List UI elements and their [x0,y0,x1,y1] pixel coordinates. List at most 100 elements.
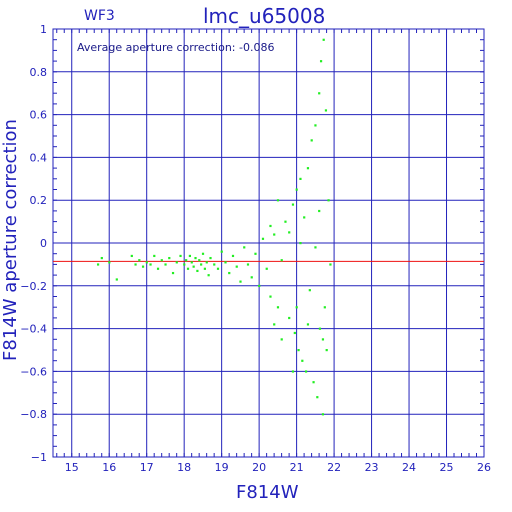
x-tick-label-4: 19 [215,461,229,474]
data-point-36 [224,261,227,264]
data-point-18 [183,263,186,266]
data-point-27 [200,263,203,266]
y-tick-label-6: 0.2 [30,194,48,207]
x-tick-label-8: 23 [365,461,379,474]
data-point-79 [280,338,283,341]
data-point-77 [329,263,332,266]
data-point-60 [303,216,306,219]
data-point-17 [179,254,182,258]
data-point-28 [201,252,205,255]
data-point-15 [171,271,175,275]
data-point-63 [308,289,311,292]
data-point-10 [153,254,156,258]
data-point-38 [231,254,235,258]
data-point-76 [327,199,330,202]
data-point-89 [273,323,276,326]
data-point-5 [134,263,137,266]
data-point-83 [299,242,302,245]
data-point-53 [288,316,291,320]
y-tick-label-7: 0.4 [30,151,48,164]
y-tick-label-5: 0 [40,237,47,250]
x-tick-label-10: 25 [440,461,454,474]
data-point-50 [276,306,280,309]
data-point-3 [115,278,118,281]
data-point-34 [216,267,220,270]
data-point-54 [291,203,295,206]
y-tick-label-9: 0.8 [30,66,48,79]
data-point-56 [295,188,298,191]
data-point-14 [168,256,171,260]
data-point-87 [321,338,325,341]
y-tick-label-2: −0.6 [20,365,47,378]
data-point-20 [186,267,190,270]
data-point-8 [145,261,148,264]
data-point-66 [314,124,317,127]
data-point-44 [254,252,257,255]
data-point-51 [280,259,283,262]
x-tick-label-6: 21 [290,461,304,474]
data-point-68 [318,92,321,95]
data-point-75 [325,349,328,352]
data-point-32 [209,256,212,260]
data-point-12 [160,259,163,262]
data-point-45 [258,284,261,287]
x-tick-label-5: 20 [252,461,266,474]
y-tick-label-0: −1 [31,451,47,464]
data-point-57 [297,349,300,352]
data-point-13 [164,263,167,266]
data-point-74 [324,109,328,112]
x-axis-label: F814W [236,482,299,503]
data-point-11 [156,267,160,270]
data-point-64 [310,139,313,142]
y-tick-label-1: −0.8 [20,408,47,421]
data-point-58 [299,177,302,180]
data-point-52 [284,220,287,223]
data-point-7 [141,265,145,268]
data-point-21 [188,254,191,258]
data-point-49 [273,233,276,236]
data-point-40 [239,280,242,283]
data-point-80 [288,231,291,234]
data-point-29 [203,267,206,270]
x-tick-label-7: 22 [327,461,341,474]
data-point-62 [306,167,310,170]
data-point-2 [108,261,111,264]
x-tick-label-2: 17 [140,461,154,474]
y-tick-label-4: −0.2 [20,280,47,293]
data-point-61 [304,370,308,373]
data-point-26 [198,259,201,262]
data-point-37 [228,271,231,275]
data-point-16 [175,261,178,264]
data-point-42 [246,263,250,266]
data-point-73 [323,306,326,309]
data-point-9 [149,263,152,266]
y-tick-label-3: −0.4 [20,323,47,336]
data-point-33 [213,263,216,266]
panel-label: WF3 [84,8,115,24]
data-point-88 [269,224,272,228]
data-point-39 [235,265,238,268]
data-point-85 [314,246,317,249]
data-point-55 [293,331,296,335]
x-tick-label-11: 26 [477,461,491,474]
data-point-19 [185,259,188,262]
data-point-35 [220,250,223,253]
data-point-30 [205,261,208,264]
average-annotation: Average aperture correction: -0.086 [77,41,275,54]
data-point-0 [96,263,100,266]
data-point-72 [322,38,325,41]
data-point-84 [306,323,310,326]
data-point-22 [190,261,193,264]
data-point-47 [265,267,268,270]
data-point-23 [192,265,195,268]
data-point-4 [130,254,133,258]
data-point-71 [321,413,325,416]
data-point-70 [319,60,323,63]
data-point-82 [295,306,298,309]
chart-title: lmc_u65008 [203,4,326,28]
y-tick-label-10: 1 [40,23,47,36]
data-point-65 [312,381,315,384]
data-point-24 [194,256,197,260]
data-point-41 [243,246,246,249]
